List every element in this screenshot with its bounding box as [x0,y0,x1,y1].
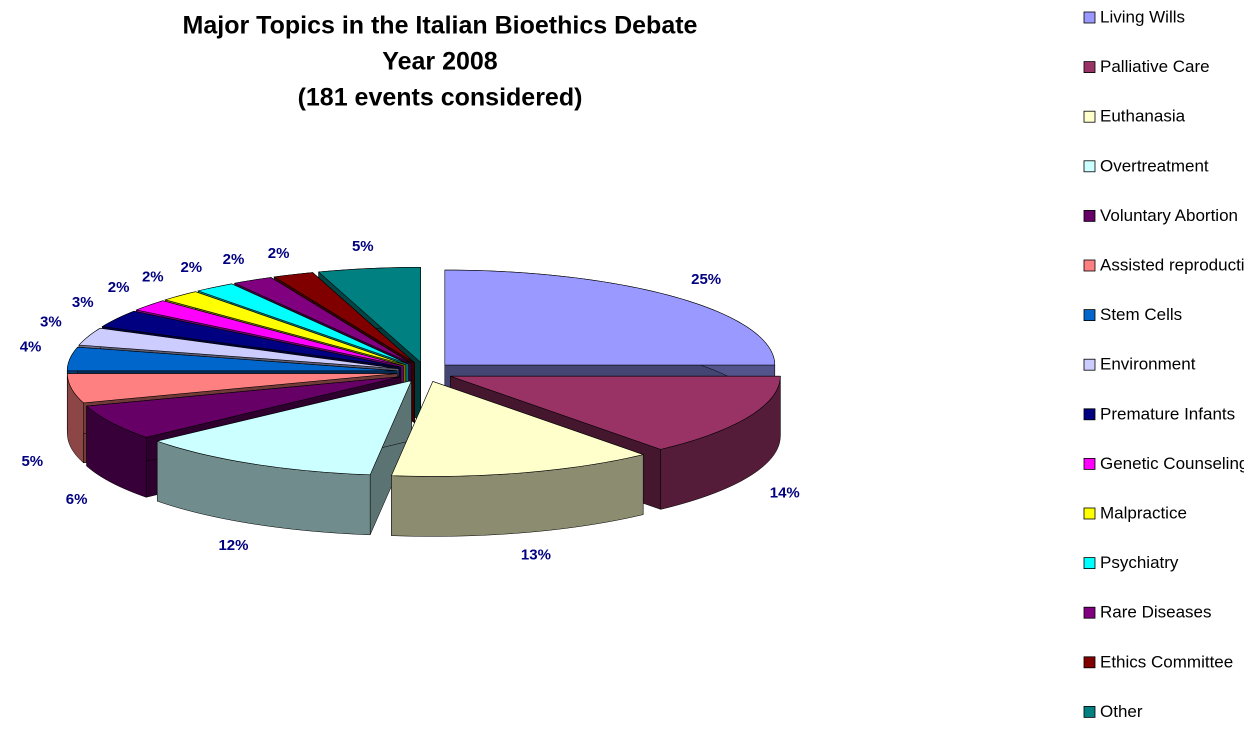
legend-swatch [1083,557,1096,569]
legend-swatch [1083,11,1096,24]
data-label: 2% [180,259,202,276]
data-label: 5% [352,238,374,255]
chart-title: (181 events considered) [298,84,583,112]
legend-swatch [1083,209,1096,222]
legend-label: Overtreatment [1100,156,1209,175]
data-label: 13% [521,547,551,564]
slice [85,376,401,438]
slice [67,373,398,404]
data-label: 2% [108,279,130,296]
slice [273,272,415,364]
slice [101,310,401,368]
legend-swatch [1083,507,1096,520]
data-label: 2% [268,245,290,262]
data-labels: 25% 14% 13% 12% 6% 5% 4% 3% 3% 2% 2% 2% 2% 2% 5% [20,238,800,563]
legend-label: Other [1100,702,1143,721]
legend-swatch [1083,259,1096,272]
slice [197,283,409,365]
legend-label: Stem Cells [1100,305,1182,324]
legend-label: Environment [1100,355,1196,374]
legend-swatch [1083,61,1096,73]
legend-label: Rare Diseases [1100,603,1212,622]
legend-label: Euthanasia [1100,107,1186,126]
slice [317,267,421,363]
legend-label: Ethics Committee [1100,652,1233,671]
legend-label: Premature Infants [1100,404,1235,423]
data-label: 14% [770,484,800,501]
slice [156,380,413,476]
legend-swatch [1083,358,1096,371]
slice [164,291,406,366]
legend-label: Psychiatry [1100,553,1179,572]
legend-swatch [1083,309,1096,322]
legend-label: Voluntary Abortion [1100,206,1238,225]
data-label: 3% [72,294,94,311]
slice [450,375,781,450]
slice [78,327,399,369]
slice [390,381,645,537]
chart-title: Year 2008 [382,48,497,76]
data-label: 2% [142,268,164,285]
chart-title: Major Topics in the Italian Bioethics De… [183,12,698,40]
data-label: 25% [691,271,721,288]
slice [156,380,413,536]
data-label: 5% [21,453,43,470]
legend-label: Living Wills [1100,7,1185,26]
slice [233,277,412,364]
legend-label: Genetic Counseling [1100,454,1244,473]
legend-swatch [1083,656,1096,669]
legend-label: Malpractice [1100,503,1187,522]
legend-swatch [1083,160,1096,173]
data-label: 3% [40,314,62,331]
legend: Living Wills Palliative Care Euthanasia Ove… [1083,7,1244,721]
legend-swatch [1083,408,1096,421]
slice [66,346,398,372]
data-label: 2% [223,251,245,268]
legend-swatch [1083,706,1096,718]
pie [66,267,781,537]
legend-label: Palliative Care [1100,57,1210,76]
slice [390,381,645,477]
data-label: 4% [20,338,42,355]
legend-label: Assisted reproductive techniques [1100,255,1244,274]
slice [444,269,776,366]
legend-swatch [1083,110,1096,123]
legend-swatch [1083,606,1096,619]
data-label: 12% [218,537,248,554]
slice [135,300,404,367]
legend-swatch [1083,457,1096,470]
data-label: 6% [66,491,88,508]
